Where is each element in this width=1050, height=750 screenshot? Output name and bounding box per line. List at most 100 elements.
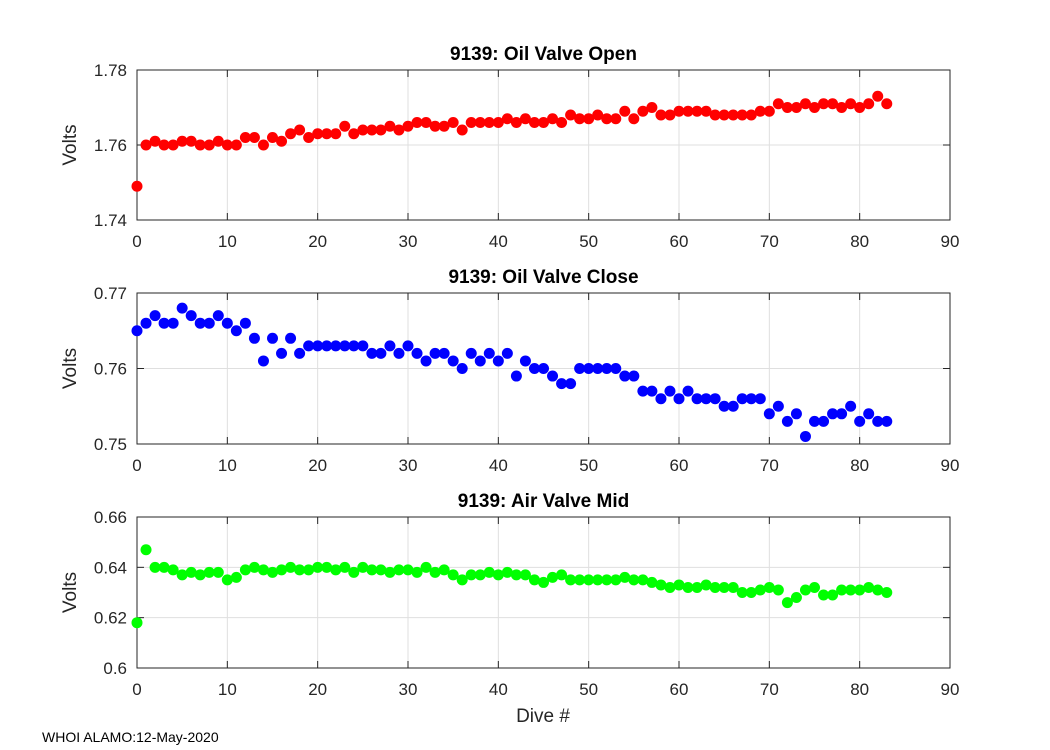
data-point	[483, 566, 495, 578]
data-point	[294, 564, 306, 576]
x-tick-label: 50	[579, 680, 598, 699]
data-point	[230, 571, 242, 583]
x-tick-label: 60	[670, 680, 689, 699]
data-point	[700, 393, 712, 405]
data-point	[727, 109, 739, 121]
data-point	[763, 581, 775, 593]
data-point	[194, 139, 206, 151]
data-point	[257, 139, 269, 151]
data-point	[366, 564, 378, 576]
data-point	[772, 400, 784, 412]
data-point	[438, 120, 450, 132]
data-point	[592, 363, 604, 374]
data-point	[836, 584, 848, 596]
chart-title: 9139: Oil Valve Open	[450, 44, 637, 65]
data-point	[836, 102, 848, 113]
data-point	[673, 579, 685, 591]
data-point	[140, 317, 152, 329]
data-point	[402, 564, 414, 576]
data-point	[492, 569, 504, 581]
data-point	[131, 180, 143, 192]
data-point	[221, 139, 233, 151]
data-point	[303, 340, 315, 352]
data-point	[754, 393, 766, 405]
data-point	[655, 579, 667, 591]
plot-border	[136, 516, 951, 669]
data-point	[547, 370, 559, 382]
data-point	[736, 109, 748, 121]
data-point	[465, 347, 477, 359]
data-point	[267, 132, 278, 143]
data-point	[411, 566, 423, 578]
chart-panel-1: 0 10 20 30 40 50 60 70 80 90 1.74 1.76 1.78 9139: Oil…	[60, 44, 959, 251]
data-point	[248, 561, 260, 573]
data-point	[610, 363, 622, 374]
data-point	[230, 139, 242, 151]
data-point	[528, 574, 540, 586]
data-point	[402, 340, 414, 352]
data-point	[863, 581, 875, 593]
data-point	[167, 317, 179, 329]
data-point	[267, 566, 278, 578]
data-point	[465, 569, 477, 581]
data-point	[538, 576, 549, 588]
data-point	[610, 113, 622, 125]
data-point	[745, 587, 757, 598]
data-point	[574, 574, 586, 586]
data-point	[366, 124, 378, 136]
data-point	[709, 581, 721, 593]
data-point	[456, 363, 468, 374]
data-point	[818, 98, 830, 110]
x-tick-label: 20	[308, 232, 327, 251]
x-tick-label: 80	[850, 680, 869, 699]
data-point	[429, 566, 441, 578]
x-tick-label: 40	[489, 232, 508, 251]
data-point	[547, 571, 559, 583]
data-point	[781, 597, 793, 609]
data-point	[438, 347, 450, 359]
data-point	[646, 385, 658, 397]
data-point	[348, 340, 360, 352]
data-point	[655, 393, 667, 405]
data-point	[556, 569, 568, 581]
data-point	[673, 105, 685, 117]
data-point	[321, 340, 333, 352]
data-point	[682, 581, 694, 593]
x-tick-label: 60	[670, 456, 689, 475]
data-point	[501, 113, 513, 125]
data-point	[239, 564, 251, 576]
data-point	[420, 561, 432, 573]
data-point	[827, 408, 839, 420]
data-point	[330, 128, 342, 140]
data-point	[212, 135, 224, 147]
data-point	[799, 430, 811, 442]
data-point	[519, 355, 531, 367]
data-point	[221, 574, 233, 586]
x-tick-label: 70	[760, 680, 779, 699]
y-tick-label: 0.77	[94, 284, 127, 303]
data-point	[709, 109, 721, 121]
data-point	[781, 415, 793, 427]
data-point	[384, 566, 396, 578]
y-tick-label: 0.62	[94, 609, 127, 628]
data-point	[718, 400, 730, 412]
data-point	[276, 135, 288, 147]
data-point	[836, 408, 848, 420]
x-tick-label: 40	[489, 680, 508, 699]
data-point	[718, 581, 730, 593]
data-point	[447, 569, 459, 581]
data-point	[881, 415, 893, 427]
data-point	[276, 564, 288, 576]
data-point	[420, 117, 432, 128]
data-point	[718, 109, 730, 121]
data-point	[854, 415, 866, 427]
data-point	[556, 117, 568, 128]
data-point	[474, 117, 486, 128]
data-point	[790, 408, 802, 420]
chart-panel-2: 0 10 20 30 40 50 60 70 80 90 0.75 0.76 0.77 9139: Oil…	[60, 267, 959, 475]
data-point	[872, 90, 884, 102]
data-point	[619, 105, 631, 117]
data-point	[772, 98, 784, 110]
data-point	[592, 109, 604, 121]
